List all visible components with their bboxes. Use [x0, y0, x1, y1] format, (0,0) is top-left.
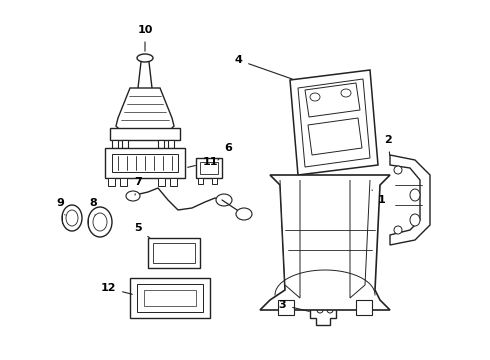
Polygon shape	[153, 243, 195, 263]
Text: 7: 7	[134, 177, 142, 195]
Polygon shape	[260, 175, 390, 310]
Text: 8: 8	[89, 198, 97, 215]
Polygon shape	[305, 83, 360, 117]
Text: 2: 2	[384, 135, 392, 155]
Polygon shape	[148, 238, 200, 268]
Text: 11: 11	[188, 157, 218, 167]
Polygon shape	[158, 178, 165, 186]
Ellipse shape	[410, 214, 420, 226]
Ellipse shape	[394, 226, 402, 234]
Ellipse shape	[236, 208, 252, 220]
Polygon shape	[130, 278, 210, 318]
Ellipse shape	[410, 189, 420, 201]
Polygon shape	[120, 178, 127, 186]
Polygon shape	[168, 140, 174, 148]
Polygon shape	[308, 118, 362, 155]
Polygon shape	[170, 178, 177, 186]
Polygon shape	[212, 178, 217, 184]
Polygon shape	[280, 180, 300, 298]
Polygon shape	[116, 88, 174, 130]
Polygon shape	[390, 155, 430, 245]
Text: 10: 10	[137, 25, 153, 51]
Text: 9: 9	[56, 198, 65, 215]
Polygon shape	[290, 70, 378, 175]
Text: 1: 1	[372, 190, 386, 205]
Polygon shape	[198, 178, 203, 184]
Text: 6: 6	[218, 143, 232, 160]
Text: 12: 12	[100, 283, 132, 294]
Ellipse shape	[341, 89, 351, 97]
Polygon shape	[196, 158, 222, 178]
Text: 4: 4	[234, 55, 293, 79]
Polygon shape	[105, 148, 185, 178]
Ellipse shape	[66, 210, 78, 226]
Polygon shape	[350, 180, 370, 298]
Polygon shape	[137, 284, 203, 312]
Text: 3: 3	[278, 300, 309, 311]
Ellipse shape	[394, 166, 402, 174]
Ellipse shape	[327, 307, 333, 313]
Polygon shape	[112, 154, 178, 172]
Polygon shape	[112, 140, 118, 148]
Polygon shape	[110, 128, 180, 140]
Ellipse shape	[93, 213, 107, 231]
Polygon shape	[298, 79, 370, 167]
Polygon shape	[310, 305, 336, 325]
Polygon shape	[356, 300, 372, 315]
Ellipse shape	[317, 307, 323, 313]
Polygon shape	[200, 162, 218, 174]
Polygon shape	[144, 290, 196, 306]
Polygon shape	[108, 178, 115, 186]
Polygon shape	[122, 140, 128, 148]
Ellipse shape	[310, 93, 320, 101]
Ellipse shape	[62, 205, 82, 231]
Ellipse shape	[88, 207, 112, 237]
Text: 5: 5	[134, 223, 150, 238]
Polygon shape	[278, 300, 294, 315]
Ellipse shape	[216, 194, 232, 206]
Ellipse shape	[126, 191, 140, 201]
Polygon shape	[158, 140, 164, 148]
